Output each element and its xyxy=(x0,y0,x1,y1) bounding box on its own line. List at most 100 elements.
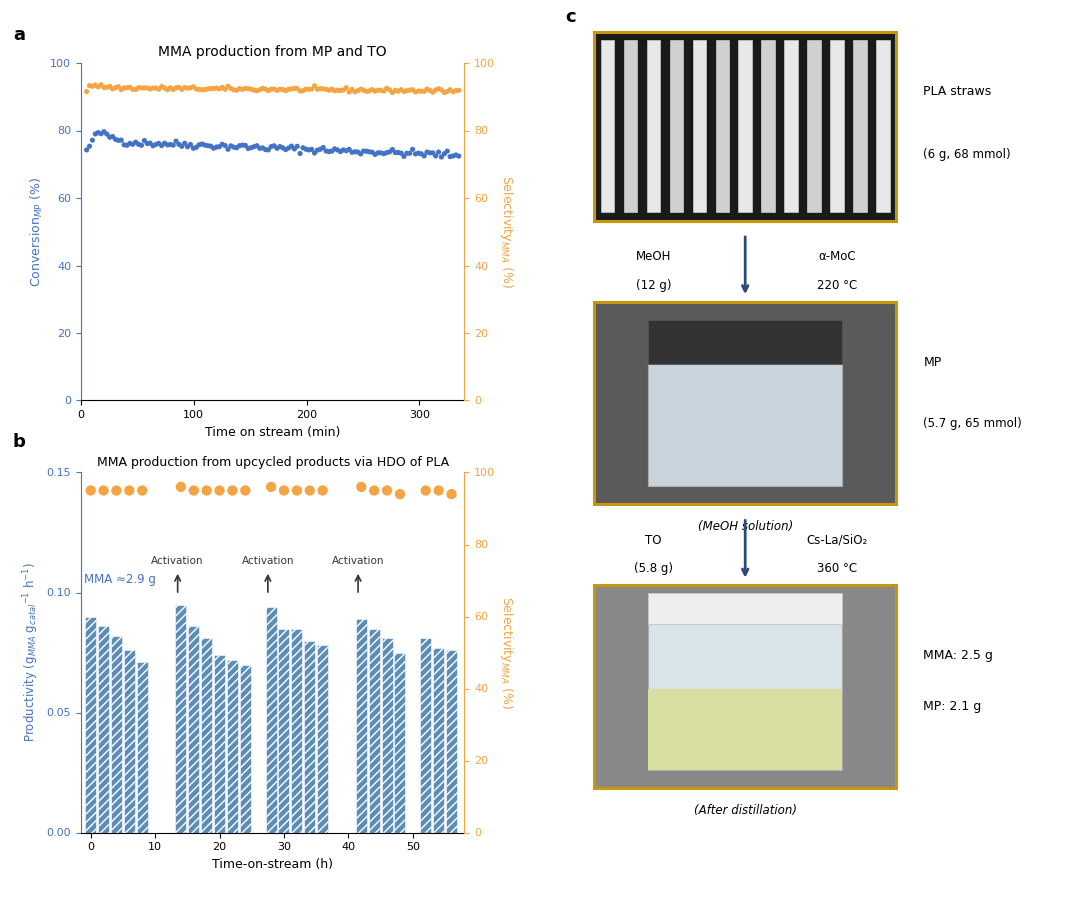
Point xyxy=(211,140,228,154)
Point xyxy=(401,83,418,97)
Point xyxy=(442,149,459,164)
Point xyxy=(416,85,433,99)
Point xyxy=(216,139,233,153)
Point xyxy=(343,145,361,159)
Point xyxy=(171,80,188,94)
Point xyxy=(366,84,383,98)
Text: MeOH: MeOH xyxy=(636,250,671,263)
Bar xyxy=(807,40,821,212)
Point xyxy=(271,140,288,154)
Point xyxy=(343,82,361,96)
Bar xyxy=(98,626,109,832)
Point xyxy=(424,146,442,160)
Point xyxy=(383,86,401,100)
Point xyxy=(421,83,438,97)
Point xyxy=(133,81,150,95)
Text: (After distillation): (After distillation) xyxy=(693,804,797,816)
Point xyxy=(112,133,130,148)
Point xyxy=(199,82,216,96)
Bar xyxy=(600,40,615,212)
Point xyxy=(269,141,286,156)
Point xyxy=(219,79,237,94)
Bar xyxy=(831,40,843,212)
Point xyxy=(104,130,121,144)
Point xyxy=(383,142,401,157)
Point xyxy=(78,85,95,99)
Point xyxy=(390,84,407,98)
Point xyxy=(262,480,280,494)
Text: Cs-La/SiO₂: Cs-La/SiO₂ xyxy=(807,534,867,546)
Point xyxy=(98,80,116,94)
Point xyxy=(427,148,444,163)
Text: (6 g, 68 mmol): (6 g, 68 mmol) xyxy=(923,148,1011,161)
Point xyxy=(84,133,102,148)
Point xyxy=(98,127,116,141)
Point xyxy=(399,84,416,98)
Point xyxy=(193,83,211,97)
Point xyxy=(421,146,438,160)
Point xyxy=(430,145,447,159)
Title: MMA production from upcycled products via HDO of PLA: MMA production from upcycled products vi… xyxy=(96,455,449,469)
Point xyxy=(78,143,95,157)
Point xyxy=(274,140,292,155)
Point xyxy=(323,144,340,158)
Point xyxy=(442,83,459,97)
Point xyxy=(427,83,444,97)
Point xyxy=(119,81,136,95)
Y-axis label: Selectivity$_{MMA}$ (%): Selectivity$_{MMA}$ (%) xyxy=(498,596,514,709)
Point xyxy=(312,142,329,157)
Point xyxy=(271,82,288,96)
Point xyxy=(159,83,176,97)
Text: MMA: 2.5 g: MMA: 2.5 g xyxy=(923,650,994,662)
Point xyxy=(444,85,461,99)
Bar xyxy=(692,40,706,212)
Point xyxy=(95,80,112,94)
Text: Activation: Activation xyxy=(242,556,294,566)
Point xyxy=(364,83,381,97)
Point xyxy=(162,81,179,95)
Point xyxy=(181,138,199,152)
Point xyxy=(417,483,434,498)
Point xyxy=(280,140,297,155)
Point xyxy=(407,85,424,99)
Point xyxy=(278,84,295,98)
Bar xyxy=(648,320,842,365)
Point xyxy=(159,138,176,152)
Point xyxy=(297,142,314,157)
Point xyxy=(413,84,430,98)
Bar xyxy=(446,650,457,832)
Point xyxy=(357,84,375,98)
Point xyxy=(407,147,424,161)
Point xyxy=(205,81,222,95)
Point xyxy=(251,141,268,156)
Y-axis label: Productivity (g$_{MMA}$ g$_{catal}$$^{-1}$ h$^{-1}$): Productivity (g$_{MMA}$ g$_{catal}$$^{-1… xyxy=(22,562,41,742)
Title: MMA production from MP and TO: MMA production from MP and TO xyxy=(159,45,387,59)
Point xyxy=(438,85,456,99)
Bar xyxy=(175,605,187,832)
Point xyxy=(107,132,124,147)
Point xyxy=(86,127,104,141)
Bar xyxy=(648,689,842,770)
Point xyxy=(418,145,435,159)
Point xyxy=(214,137,231,151)
Point xyxy=(381,145,399,159)
Point xyxy=(444,148,461,163)
Point xyxy=(104,82,121,96)
Bar xyxy=(853,40,867,212)
Point xyxy=(242,82,259,96)
Bar xyxy=(305,641,315,832)
Point xyxy=(81,139,98,153)
Point xyxy=(167,80,185,94)
Point xyxy=(145,81,162,95)
Point xyxy=(433,83,450,97)
Point xyxy=(121,80,138,94)
Point xyxy=(392,83,409,97)
Text: (5.8 g): (5.8 g) xyxy=(634,562,673,575)
Point xyxy=(188,82,205,96)
Point xyxy=(301,483,319,498)
Point xyxy=(164,138,181,152)
Point xyxy=(280,82,297,96)
Point xyxy=(124,82,141,96)
Point xyxy=(207,81,225,95)
Point xyxy=(314,82,332,96)
